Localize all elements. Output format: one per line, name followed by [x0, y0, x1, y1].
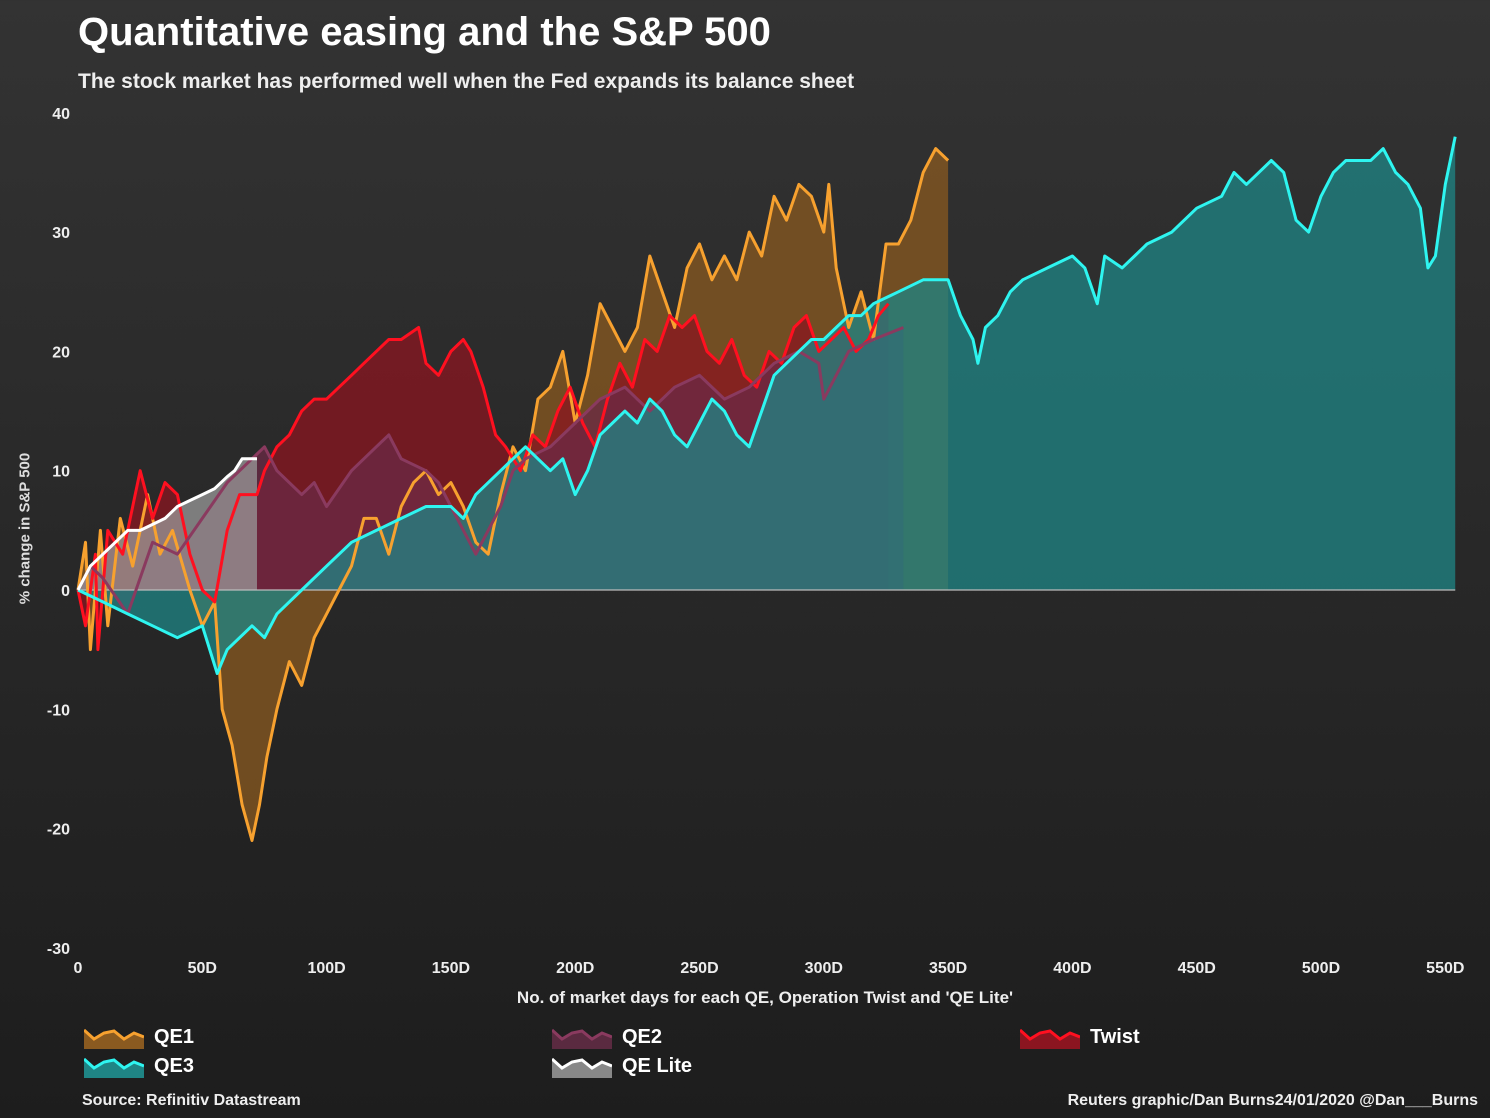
x-tick-label: 300D	[805, 960, 843, 977]
legend-label: Twist	[1090, 1026, 1140, 1048]
y-tick-label: 0	[61, 583, 70, 600]
x-tick-label: 250D	[680, 960, 718, 977]
legend-item-qe3: QE3	[84, 1055, 194, 1078]
y-tick-label: -20	[47, 822, 70, 839]
legend-label: QE2	[622, 1026, 663, 1048]
x-tick-label: 200D	[556, 960, 594, 977]
legend-swatch-icon	[1020, 1028, 1080, 1049]
legend-item-qe1: QE1	[84, 1026, 194, 1049]
credit-note: Reuters graphic/Dan Burns24/01/2020 @Dan…	[1067, 1092, 1478, 1109]
x-tick-label: 100D	[307, 960, 345, 977]
qe1-line	[76, 147, 950, 842]
y-tick-label: 30	[52, 225, 70, 242]
y-tick-label: -10	[47, 702, 70, 719]
qe3-line	[77, 136, 1457, 675]
legend-label: QE Lite	[622, 1055, 693, 1077]
legend-label: QE1	[154, 1026, 195, 1048]
legend-swatch-icon	[84, 1028, 144, 1049]
legend-swatch-icon	[552, 1028, 612, 1049]
x-tick-label: 500D	[1302, 960, 1340, 977]
chart-subtitle: The stock market has performed well when…	[78, 70, 855, 93]
qe3-area	[78, 136, 1456, 674]
legend-item-twist: Twist	[1020, 1026, 1140, 1049]
x-tick-label: 550D	[1426, 960, 1464, 977]
y-tick-label: 20	[52, 344, 70, 361]
legend-swatch-icon	[84, 1057, 144, 1078]
qe2-line	[76, 326, 904, 616]
x-tick-label: 400D	[1053, 960, 1091, 977]
x-tick-label: 450D	[1178, 960, 1216, 977]
legend-item-qe-lite: QE Lite	[552, 1055, 692, 1078]
x-tick-label: 50D	[188, 960, 217, 977]
twist-line	[76, 302, 890, 652]
y-tick-label: 40	[52, 106, 70, 123]
legend-item-qe2: QE2	[552, 1026, 662, 1049]
x-axis-label: No. of market days for each QE, Operatio…	[516, 988, 1014, 1007]
qe-lite-area	[78, 458, 257, 590]
x-tick-label: 150D	[432, 960, 470, 977]
chart-title: Quantitative easing and the S&P 500	[78, 10, 771, 54]
x-tick-label: 0	[74, 960, 83, 977]
y-tick-label: -30	[47, 941, 70, 958]
y-tick-label: 10	[52, 464, 70, 481]
x-tick-label: 350D	[929, 960, 967, 977]
legend-swatch-icon	[552, 1057, 612, 1078]
source-note: Source: Refinitiv Datastream	[82, 1092, 301, 1109]
legend-label: QE3	[154, 1055, 195, 1077]
qe-lite-line	[76, 457, 257, 591]
